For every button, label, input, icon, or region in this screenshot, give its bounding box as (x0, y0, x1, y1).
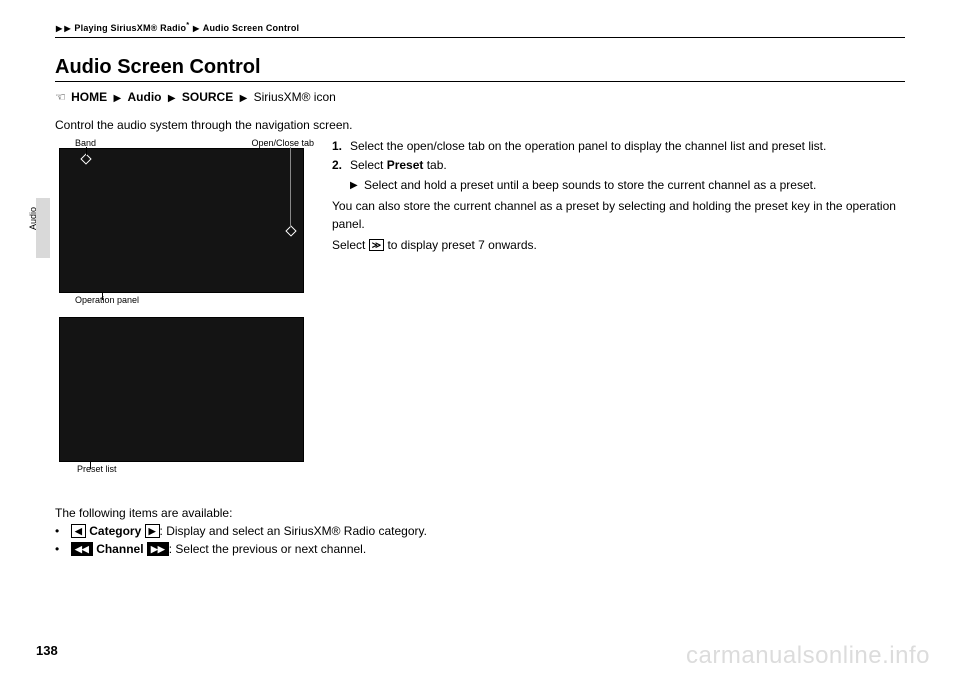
right-arrow-icon: ▶ (145, 524, 160, 538)
chevron-right-icon: ▶ (64, 24, 70, 33)
substep-text: Select and hold a preset until a beep so… (364, 177, 816, 194)
chevron-right-icon: ▶ (113, 93, 121, 104)
pointer-line (102, 292, 103, 300)
bullet-item: • ◀◀ Channel ▶▶: Select the previous or … (55, 540, 905, 558)
bullet-dot: • (55, 540, 63, 558)
breadcrumb: ▶▶ Playing SiriusXM® Radio* ▶ Audio Scre… (55, 20, 905, 33)
text-frag: tab. (423, 158, 446, 172)
pointer-line (90, 461, 91, 469)
figure-2: Preset list (55, 317, 320, 474)
chevron-right-icon: ▶ (168, 93, 176, 104)
left-arrow-icon: ◀ (71, 524, 86, 538)
bullet-item: • ◀ Category ▶: Display and select an Si… (55, 522, 905, 540)
intro-text: Control the audio system through the nav… (55, 118, 905, 132)
chevron-right-icon: ▶ (193, 24, 199, 33)
chevron-right-icon: ▶ (56, 24, 62, 33)
next-track-icon: ▶▶ (147, 542, 169, 556)
fig1-label-openclose: Open/Close tab (251, 138, 314, 148)
paragraph: Select ≫ to display preset 7 onwards. (332, 237, 905, 254)
forward-icon: ≫ (369, 239, 384, 251)
nav-home: HOME (71, 90, 107, 104)
screenshot-panel (59, 148, 304, 293)
text-frag: Select (332, 238, 369, 252)
divider (55, 37, 905, 38)
watermark: carmanualsonline.info (686, 642, 930, 670)
side-section-label: Audio (28, 207, 38, 230)
step-number: 2. (332, 157, 346, 174)
fig2-caption: Preset list (55, 464, 320, 474)
divider (55, 81, 905, 82)
pointer-line (290, 147, 291, 227)
pointer-line (86, 147, 87, 155)
text-frag: to display preset 7 onwards. (384, 238, 537, 252)
bullet-text: : Select the previous or next channel. (169, 542, 366, 556)
bullet-label: Category (89, 524, 141, 538)
paragraph: You can also store the current channel a… (332, 198, 905, 233)
chevron-right-icon: ▶ (350, 177, 360, 194)
step-number: 1. (332, 138, 346, 155)
nav-source: SOURCE (182, 90, 233, 104)
step-text: Select the open/close tab on the operati… (350, 138, 826, 155)
hand-icon: ☜ (55, 90, 66, 104)
text-frag: Select (350, 158, 387, 172)
prev-track-icon: ◀◀ (71, 542, 93, 556)
fig1-caption: Operation panel (55, 295, 320, 305)
screenshot-panel (59, 317, 304, 462)
breadcrumb-seg: Audio Screen Control (203, 23, 300, 33)
page-number: 138 (36, 643, 58, 658)
substep-1: ▶ Select and hold a preset until a beep … (332, 177, 905, 194)
footnote-star: * (186, 20, 189, 29)
marker-diamond (80, 153, 91, 164)
bullet-text: : Display and select an SiriusXM® Radio … (160, 524, 427, 538)
nav-path: ☜ HOME ▶ Audio ▶ SOURCE ▶ SiriusXM® icon (55, 90, 905, 104)
bullet-dot: • (55, 522, 63, 540)
step-text: Select Preset tab. (350, 157, 447, 174)
breadcrumb-seg: Playing SiriusXM® Radio (74, 23, 186, 33)
page-title: Audio Screen Control (55, 56, 905, 79)
nav-sirius: SiriusXM® icon (254, 90, 336, 104)
nav-audio: Audio (128, 90, 162, 104)
chevron-right-icon: ▶ (240, 93, 248, 104)
figure-1: Band Open/Close tab Operation panel (55, 138, 320, 305)
bullet-label: Channel (96, 542, 143, 556)
step-2: 2. Select Preset tab. (332, 157, 905, 174)
text-bold: Preset (387, 158, 424, 172)
below-intro: The following items are available: (55, 504, 905, 522)
marker-diamond (285, 225, 296, 236)
step-1: 1. Select the open/close tab on the oper… (332, 138, 905, 155)
side-tab (36, 198, 50, 258)
